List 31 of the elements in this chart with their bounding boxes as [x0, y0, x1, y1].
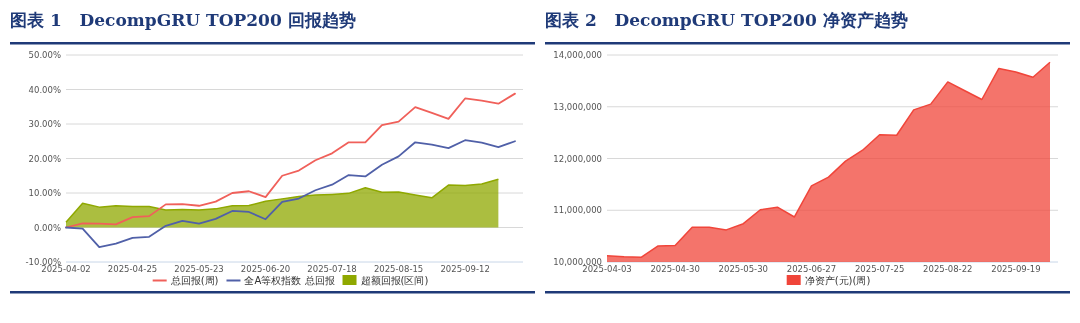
ytick: 13,000,000 — [553, 101, 602, 112]
xtick: 2025-07-18 — [307, 264, 357, 274]
ytick: 10,000,000 — [553, 257, 602, 267]
xtick: 2025-06-20 — [240, 264, 291, 274]
xtick: 2025-09-19 — [991, 264, 1041, 274]
legend-label: 超额回报(区间) — [360, 275, 429, 286]
xtick: 2025-04-25 — [107, 264, 158, 274]
xtick: 2025-05-30 — [718, 264, 768, 274]
legend-label: 全A等权指数 总回报 — [244, 275, 335, 286]
xtick: 2025-09-12 — [440, 264, 490, 274]
legend-label: 净资产(元)(周) — [804, 275, 871, 286]
title: 图表 1 DecompGRU TOP200 回报趋势 — [10, 10, 356, 30]
xtick: 2025-08-15 — [373, 264, 424, 274]
ytick: 14,000,000 — [553, 50, 602, 60]
ytick: 11,000,000 — [553, 205, 602, 216]
ytick: 50.00% — [28, 50, 61, 60]
xtick: 2025-07-25 — [854, 264, 905, 274]
ytick: 0.00% — [34, 222, 61, 233]
xtick: 2025-05-23 — [174, 264, 224, 274]
legend: 净资产(元)(周) — [786, 275, 871, 286]
xtick: 2025-04-03 — [582, 264, 632, 274]
xtick: 2025-06-27 — [786, 264, 837, 274]
ytick: 12,000,000 — [553, 153, 602, 164]
ytick: 30.00% — [28, 119, 61, 129]
legend-label: 总回报(周) — [169, 275, 219, 286]
ytick: 10.00% — [28, 188, 61, 198]
ytick: 20.00% — [28, 153, 61, 164]
title: 图表 2 DecompGRU TOP200 净资产趋势 — [545, 10, 908, 30]
xtick: 2025-08-22 — [923, 264, 973, 274]
xtick: 2025-04-30 — [650, 264, 700, 274]
ytick: 40.00% — [28, 84, 61, 95]
